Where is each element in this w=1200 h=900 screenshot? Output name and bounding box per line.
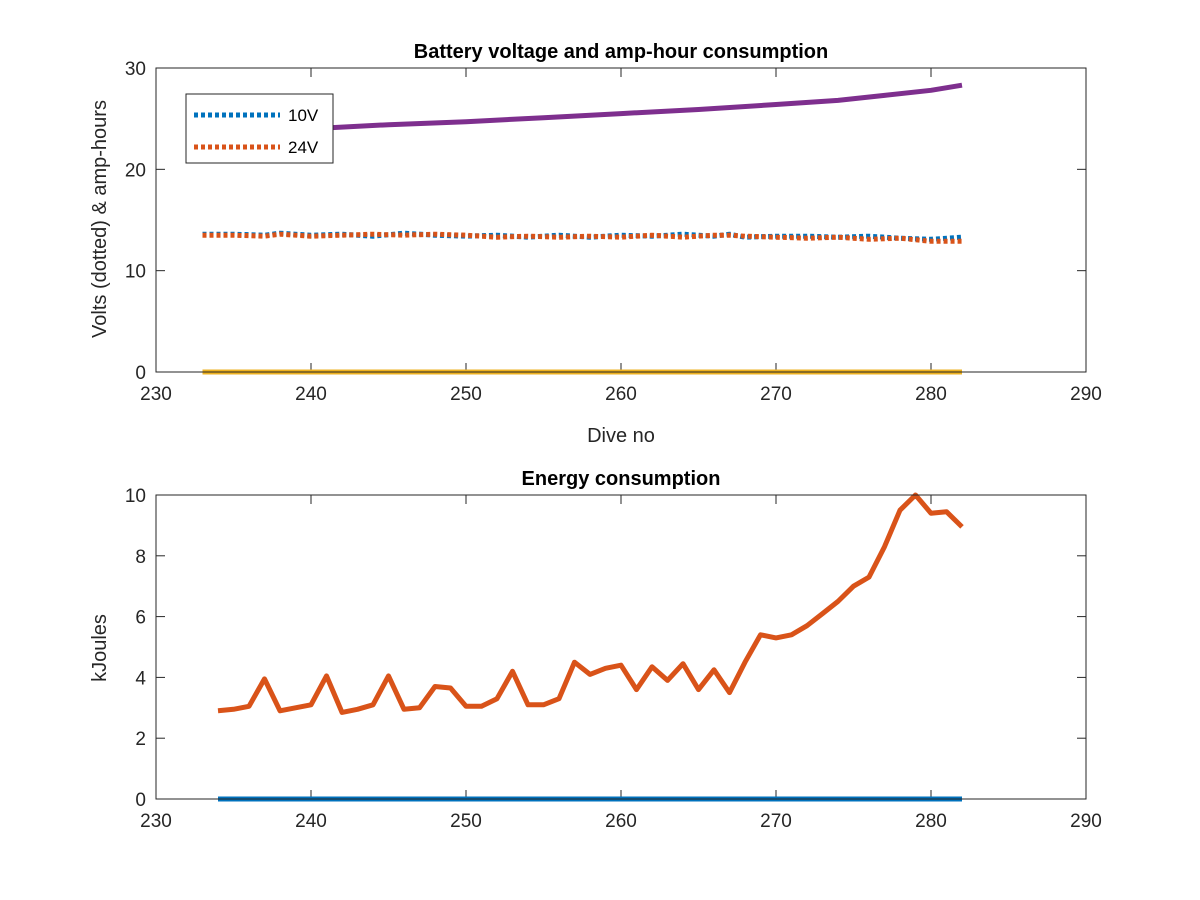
chart-title: Battery voltage and amp-hour consumption: [414, 41, 828, 63]
plot-area: [217, 492, 964, 802]
x-tick-label: 270: [760, 384, 792, 405]
x-tick-label: 230: [140, 384, 172, 405]
bottom-axes: Energy consumption kJoules 230 240 250 260 2…: [89, 468, 1102, 832]
x-tick-label: 230: [140, 811, 172, 832]
y-tick-label: 8: [135, 547, 146, 568]
tick-group: 230 240 250 260 270 280 290 0 10 20 30: [125, 59, 1102, 405]
x-tick-label: 250: [450, 384, 482, 405]
y-tick-label: 0: [135, 790, 146, 811]
legend-label-24v: 24V: [288, 138, 319, 157]
x-tick-label: 260: [605, 811, 637, 832]
series-line-24v: [202, 231, 962, 244]
y-tick-label: 10: [125, 262, 146, 283]
x-tick-label: 290: [1070, 384, 1102, 405]
x-axis-label: Dive no: [587, 425, 655, 447]
y-axis-label: kJoules: [89, 614, 111, 682]
x-tick-label: 240: [295, 384, 327, 405]
x-tick-label: 270: [760, 811, 792, 832]
y-tick-label: 0: [135, 363, 146, 384]
x-tick-label: 290: [1070, 811, 1102, 832]
x-tick-label: 280: [915, 811, 947, 832]
legend: 10V 24V: [185, 93, 334, 164]
x-tick-label: 250: [450, 811, 482, 832]
top-axes: Battery voltage and amp-hour consumption…: [89, 41, 1102, 447]
tick-group: 230 240 250 260 270 280 290 0 2 4 6 8 10: [125, 486, 1102, 832]
series-line-series-2: [217, 492, 964, 715]
axes-box: [155, 67, 1087, 373]
legend-label-10v: 10V: [288, 106, 319, 125]
y-tick-label: 4: [135, 668, 146, 689]
chart-title: Energy consumption: [522, 468, 721, 490]
axes-box: [155, 494, 1087, 800]
x-tick-label: 240: [295, 811, 327, 832]
y-axis-label: Volts (dotted) & amp-hours: [89, 100, 111, 338]
x-tick-label: 280: [915, 384, 947, 405]
x-tick-label: 260: [605, 384, 637, 405]
legend-box: [185, 93, 334, 164]
y-tick-label: 30: [125, 59, 146, 80]
y-tick-label: 10: [125, 486, 146, 507]
y-tick-label: 6: [135, 608, 146, 629]
y-tick-label: 2: [135, 729, 146, 750]
y-tick-label: 20: [125, 160, 146, 181]
